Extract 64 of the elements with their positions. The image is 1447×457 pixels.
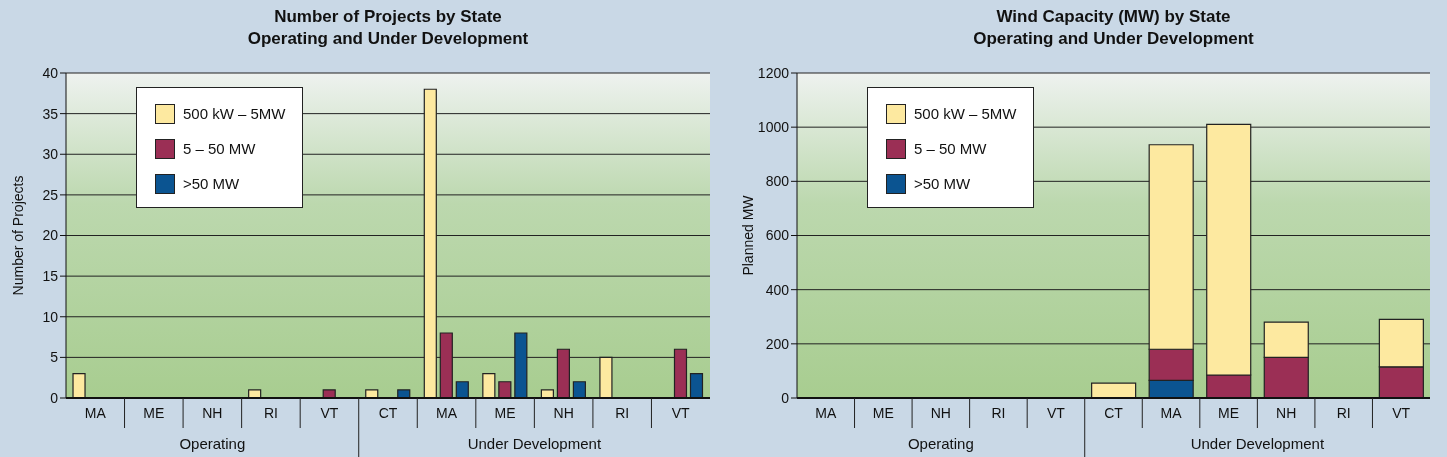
y-tick-label: 0 [50, 389, 59, 406]
bar [1091, 382, 1137, 398]
bar [482, 373, 496, 398]
x-tick-label: MA [84, 405, 107, 421]
bar [72, 373, 86, 398]
x-tick-label: VT [320, 405, 339, 421]
x-tick-label: ME [872, 405, 894, 421]
x-tick-label: NH [930, 405, 951, 421]
legend-label: 500 kW – 5MW [183, 105, 286, 122]
x-tick-label: MA [815, 405, 837, 421]
bar [322, 389, 336, 398]
bar [498, 381, 512, 398]
bar [397, 389, 411, 398]
x-tick-label: CT [378, 405, 398, 421]
legend-label: >50 MW [183, 175, 240, 192]
x-tick-label: RI [1336, 405, 1351, 421]
text: Operating [906, 435, 975, 452]
text: Under Development [466, 435, 603, 452]
x-tick-label: ME [494, 405, 516, 421]
y-tick-label: 5 [50, 349, 59, 366]
y-tick-label: 1200 [757, 64, 790, 81]
legend-label: 5 – 50 MW [914, 140, 987, 157]
y-tick-label: 15 [42, 268, 59, 285]
y-tick-label: 40 [42, 64, 59, 81]
x-tick-label: RI [991, 405, 1006, 421]
text: Under Development [1189, 435, 1326, 452]
x-tick-label: RI [615, 405, 630, 421]
chart-title: Wind Capacity (MW) by State Operating and Under Development [972, 6, 1255, 50]
y-tick-label: 400 [765, 281, 790, 298]
text: Operating [178, 435, 247, 452]
y-tick-label: 10 [42, 308, 59, 325]
x-tick-label: ME [1218, 405, 1240, 421]
x-tick-label: MA [1160, 405, 1183, 421]
x-tick-label: VT [671, 405, 691, 421]
x-tick-label: CT [1104, 405, 1124, 421]
bar [248, 389, 262, 398]
y-tick-label: 600 [765, 227, 790, 244]
y-tick-label: 1000 [757, 119, 790, 136]
x-tick-label: ME [143, 405, 165, 421]
y-tick-label: 35 [42, 105, 59, 122]
legend-label: >50 MW [914, 175, 971, 192]
bar [689, 373, 704, 398]
bar [572, 381, 586, 398]
x-tick-label: NH [553, 405, 574, 421]
y-tick-label: 0 [781, 389, 790, 406]
y-tick-label: 25 [42, 186, 59, 203]
y-axis-title: Planned MW [739, 194, 756, 276]
y-tick-label: 30 [42, 146, 59, 163]
bar [365, 389, 379, 398]
x-tick-label: RI [263, 405, 278, 421]
x-tick-label: MA [436, 405, 458, 421]
y-axis-title: Number of Projects [9, 175, 26, 296]
legend-label: 5 – 50 MW [183, 140, 256, 157]
bar [455, 381, 469, 398]
bar [540, 389, 554, 398]
legend-label: 500 kW – 5MW [914, 105, 1017, 122]
y-tick-label: 800 [765, 173, 790, 190]
x-tick-label: VT [1047, 405, 1066, 421]
x-tick-label: NH [1276, 405, 1297, 421]
x-tick-label: VT [1392, 405, 1411, 421]
chart-title: Number of Projects by State Operating and Under Development [246, 6, 530, 50]
y-tick-label: 200 [765, 335, 790, 352]
y-tick-label: 20 [42, 227, 59, 244]
x-tick-label: NH [202, 405, 223, 421]
